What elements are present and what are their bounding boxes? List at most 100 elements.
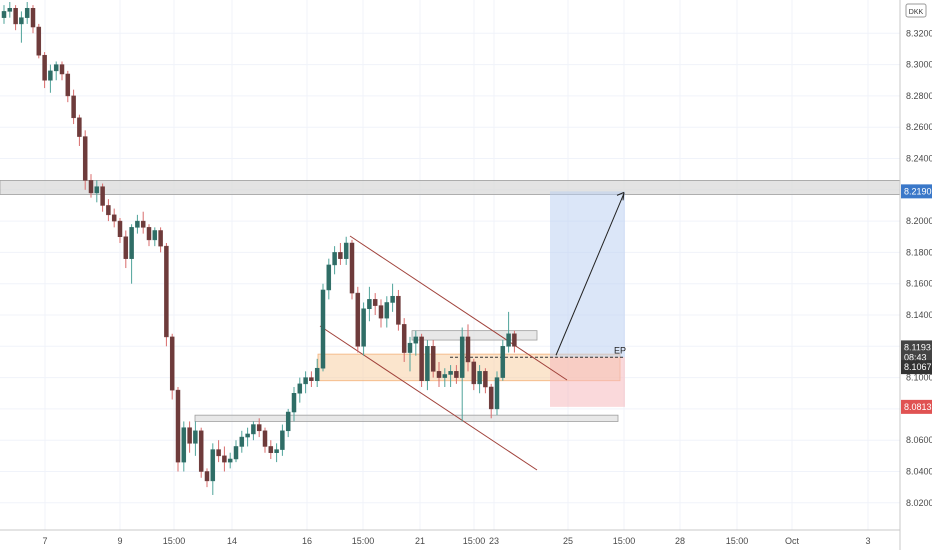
y-tick-label: 8.0400 [906,467,932,477]
candle-body [164,245,169,338]
candle-body [506,333,511,347]
candle-body [123,236,129,259]
candle-body [384,302,390,319]
candle-body [117,220,123,238]
y-tick-label: 8.3200 [906,28,932,38]
candle-body [471,361,477,385]
candle-body [216,449,221,457]
candle-body [30,8,36,28]
candle-body [442,374,448,378]
candle-body [332,252,337,266]
x-tick-label: 15:00 [163,536,186,546]
y-tick-label: 8.1000 [906,373,932,383]
x-tick-label: 9 [117,536,122,546]
candle-body [349,242,355,294]
position-stop-zone [550,357,625,407]
candle-body [448,371,453,375]
candle-body [193,430,198,444]
y-tick-label: 8.1400 [906,310,932,320]
zone-support [194,414,619,422]
x-tick-label: 14 [227,536,237,546]
candle-body [314,367,320,381]
candle-body [390,295,395,303]
x-tick-label: 15:00 [726,536,749,546]
candle-body [175,389,181,463]
candle-body [280,430,285,450]
candle-body [262,430,268,447]
candle-body [53,64,59,72]
candle-body [303,377,308,385]
candle-body [320,289,326,369]
candle-body [100,186,105,206]
candle-body [94,186,100,194]
x-tick-label: 23 [489,536,499,546]
price-label-text: 8.2190 [904,186,932,196]
x-tick-label: 7 [42,536,47,546]
x-tick-label: 28 [675,536,685,546]
candle-body [198,430,204,472]
candle-body [77,117,82,137]
position-target-zone [550,191,625,358]
candle-body [181,427,187,463]
candle-body [297,383,303,394]
price-label-box [901,360,932,375]
price-label-text: 8.1193 [904,342,931,352]
candle-body [361,308,366,347]
price-label-text: 08:43 [904,352,927,362]
channel-lower-line [319,325,538,471]
candle-body [500,346,506,378]
candle-body [42,54,47,81]
candle-body [111,214,117,222]
candle-body [239,436,245,447]
candle-body [169,336,175,391]
candle-body [309,377,314,381]
y-tick-label: 8.1600 [906,279,932,289]
x-tick-label: 21 [415,536,425,546]
candle-body [13,8,18,25]
zone-resistance [0,180,901,195]
candle-body [436,371,442,378]
y-tick-label: 8.2400 [906,154,932,164]
price-label-box [901,184,932,199]
candle-body [59,64,65,75]
currency-badge [905,3,927,18]
candle-body [71,95,76,119]
candle-body [152,230,158,241]
candle-body [413,336,419,344]
candle-body [7,8,13,12]
candle-body [140,220,146,228]
x-tick-label: 15:00 [613,536,636,546]
candle-body [1,11,7,18]
candle-body [204,471,210,482]
y-tick-label: 8.2600 [906,122,932,132]
candle-body [233,446,239,460]
candle-body [372,299,378,306]
candle-body [326,264,332,291]
x-tick-label: 15:00 [463,536,486,546]
candle-body [477,371,482,385]
candle-body [251,424,256,435]
candle-body [407,342,413,353]
y-tick-label: 8.2800 [906,91,932,101]
candle-body [187,427,192,444]
candle-body [367,299,372,309]
y-tick-label: 8.2000 [906,216,932,226]
candle-body [355,292,361,347]
x-tick-label: 15:00 [352,536,375,546]
candle-body [291,393,297,413]
candle-body [65,73,71,97]
candle-body [36,26,42,56]
candle-body [401,324,407,353]
price-label-box [901,399,932,414]
price-label-text: 8.1067 [904,362,932,372]
candle-body [274,449,279,453]
candle-body [488,386,494,410]
projection-arrow-line [555,193,625,356]
candle-body [245,433,250,438]
projection-arrow-head [616,191,625,201]
candle-body [256,424,262,432]
price-label-text: 8.0813 [904,402,932,412]
candle-body [222,455,227,463]
